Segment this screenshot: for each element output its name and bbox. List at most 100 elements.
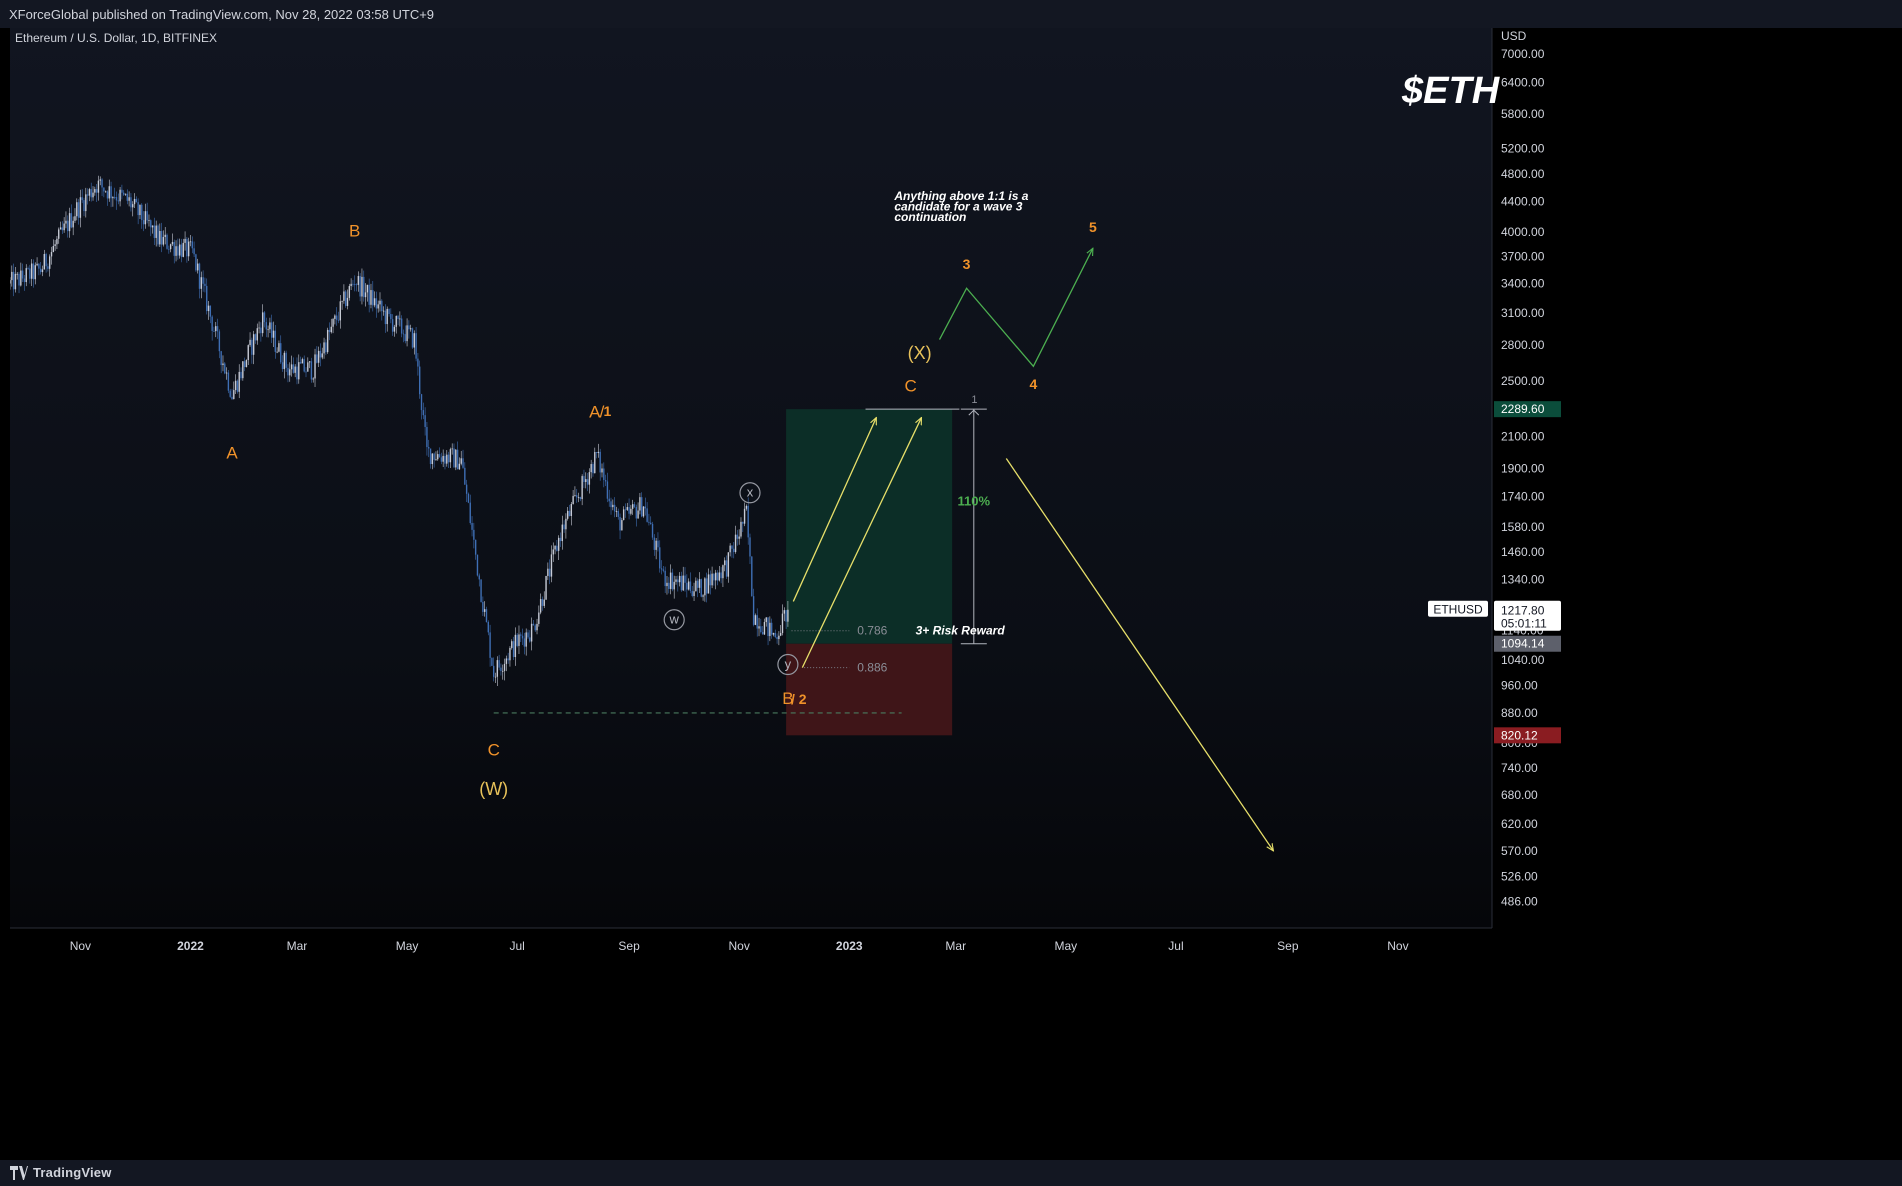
candle-body xyxy=(711,573,713,586)
candle-body xyxy=(613,504,616,512)
candle-body xyxy=(505,658,508,664)
last-price: 1217.80 xyxy=(1501,604,1545,618)
candle-body xyxy=(308,361,311,363)
candle-body xyxy=(485,609,488,622)
candle-body xyxy=(310,361,313,380)
candle-body xyxy=(684,575,686,583)
candle-body xyxy=(56,238,58,245)
candle-body xyxy=(186,238,188,257)
candle-body xyxy=(641,497,643,517)
candle-body xyxy=(498,660,500,668)
candle-body xyxy=(547,568,549,576)
candle-body xyxy=(689,581,692,591)
candle-body xyxy=(50,252,53,257)
candle-body xyxy=(265,322,267,330)
candle-body xyxy=(725,560,728,577)
candle-body xyxy=(626,507,628,510)
candle-body xyxy=(770,622,773,635)
candle-body xyxy=(316,354,318,363)
publish-bar: XForceGlobal published on TradingView.co… xyxy=(0,0,1902,28)
price-tick: 1740.00 xyxy=(1501,489,1545,503)
candle-body xyxy=(487,621,489,633)
wave-path xyxy=(938,248,1093,368)
candle-body xyxy=(169,244,172,250)
position-tool[interactable] xyxy=(786,409,953,736)
candle-body xyxy=(130,197,132,208)
candle-body xyxy=(99,179,101,181)
candle-body xyxy=(467,493,470,503)
candle-body xyxy=(123,192,125,195)
candle-body xyxy=(54,244,56,247)
candle-body xyxy=(411,328,414,348)
candle-body xyxy=(588,472,591,485)
time-axis[interactable] xyxy=(10,928,1902,1160)
candle-body xyxy=(207,305,210,312)
candle-body xyxy=(400,318,403,334)
candle-body xyxy=(271,322,273,338)
candles xyxy=(9,175,789,686)
candle-body xyxy=(409,328,412,330)
candle-body xyxy=(429,448,432,465)
circle-label: y xyxy=(785,656,792,671)
candle-body xyxy=(548,568,551,577)
candle-body xyxy=(765,617,767,623)
candle-body xyxy=(518,634,520,646)
candle-body xyxy=(422,410,425,416)
candle-body xyxy=(104,191,107,193)
candle-body xyxy=(72,220,74,228)
candle-body xyxy=(482,601,484,612)
candle-body xyxy=(395,315,397,327)
tradingview-logo-icon[interactable] xyxy=(10,1166,28,1180)
drawings[interactable] xyxy=(493,248,1274,851)
candle-body xyxy=(272,330,275,338)
axes[interactable]: USD7000.006400.005800.005200.004800.0044… xyxy=(10,28,1902,1160)
wave-label: B xyxy=(782,689,793,708)
candle-body xyxy=(402,333,405,335)
candle-body xyxy=(137,202,139,216)
candle-body xyxy=(476,554,479,576)
candle-body xyxy=(68,213,71,232)
candle-body xyxy=(258,327,260,329)
symbol-badge[interactable] xyxy=(1428,600,1488,617)
candle-body xyxy=(95,189,98,193)
candle-body xyxy=(173,242,175,256)
price-tick: 1040.00 xyxy=(1501,653,1545,667)
chart-frame[interactable]: 0.786 0.886 1 110% 3+ Risk Reward A B C (W) A/1 B /… xyxy=(9,28,1902,1160)
candle-body xyxy=(624,509,627,511)
candle-body xyxy=(680,575,683,591)
candle-body xyxy=(224,363,226,374)
candle-body xyxy=(382,310,385,312)
projection-arrow xyxy=(792,418,877,602)
symbol-badge-label: ETHUSD xyxy=(1433,603,1483,617)
candle-body xyxy=(655,540,657,550)
candle-body xyxy=(612,504,614,508)
candle-body xyxy=(433,453,435,460)
candle-body xyxy=(442,455,444,462)
candle-body xyxy=(577,497,580,498)
currency-label: USD xyxy=(1501,29,1527,43)
candle-body xyxy=(595,452,598,454)
candle-body xyxy=(512,641,515,658)
candle-body xyxy=(778,635,780,640)
candle-body xyxy=(751,556,753,597)
candle-body xyxy=(734,534,737,552)
footer-brand[interactable]: TradingView xyxy=(33,1165,112,1180)
candle-body xyxy=(74,216,76,221)
price-tick: 3700.00 xyxy=(1501,250,1545,264)
candle-body xyxy=(451,448,453,450)
candle-body xyxy=(47,266,49,269)
candle-body xyxy=(236,380,239,392)
candle-body xyxy=(698,579,701,588)
candle-body xyxy=(350,283,352,287)
candle-body xyxy=(473,529,475,540)
candle-body xyxy=(325,342,327,353)
wave-label: C xyxy=(488,740,500,759)
wave-label: A xyxy=(589,403,601,422)
candle-body xyxy=(355,284,358,286)
candle-body xyxy=(630,508,632,514)
symbol-line[interactable]: Ethereum / U.S. Dollar, 1D, BITFINEX xyxy=(15,31,217,45)
candle-body xyxy=(718,572,721,581)
candle-body xyxy=(229,390,231,397)
candle-body xyxy=(294,366,296,373)
